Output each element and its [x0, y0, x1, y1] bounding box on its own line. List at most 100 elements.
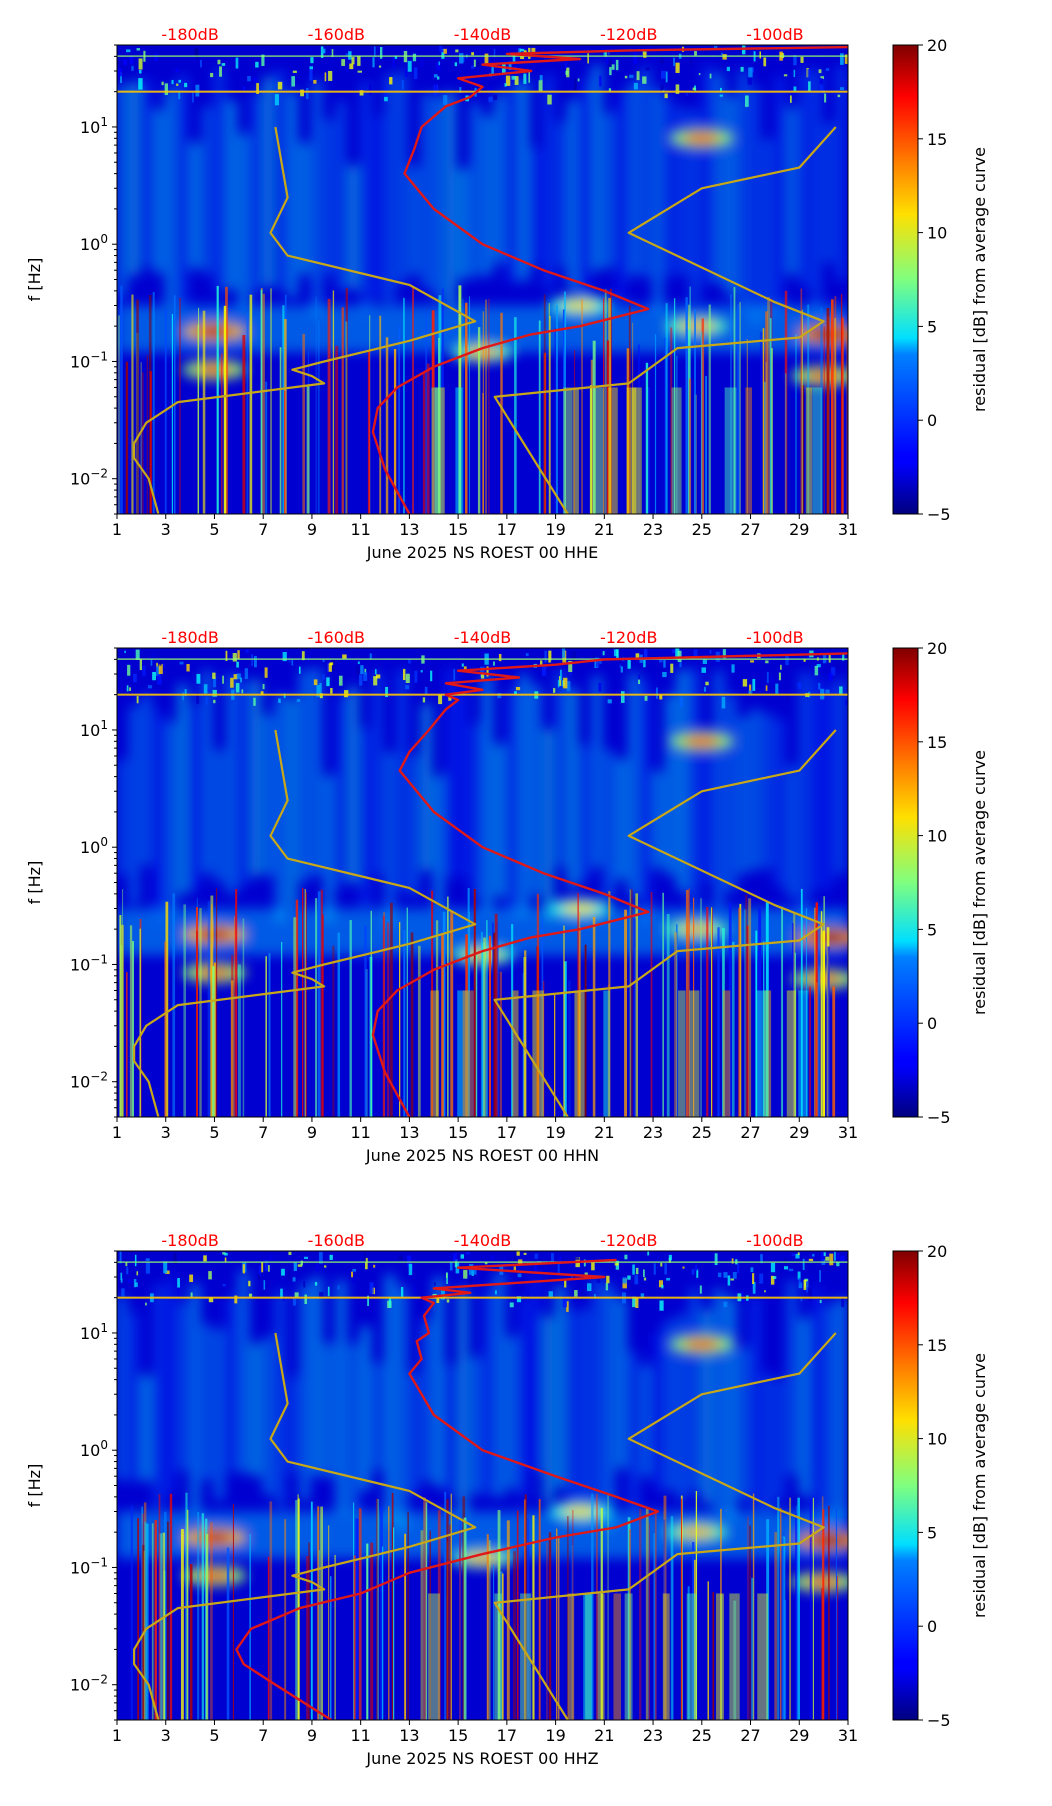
spectrogram-speckle — [369, 653, 372, 660]
y-tick-label: 101 — [80, 115, 108, 137]
spectrogram-burst — [763, 990, 772, 1117]
spectrogram-streak — [662, 892, 665, 1117]
x-tick-label: 3 — [161, 1123, 171, 1142]
spectrogram-streak — [180, 1529, 184, 1720]
spectrogram-streak — [267, 1556, 270, 1720]
spectrogram-streak — [687, 329, 690, 514]
colorbar-tick-label: 5 — [927, 1523, 937, 1542]
spectrogram-speckle — [159, 660, 162, 666]
spectrogram-cell — [299, 1283, 310, 1501]
spectrogram-streak — [498, 1548, 501, 1720]
spectrogram-burst — [494, 1593, 502, 1720]
spectrogram-speckle — [765, 660, 769, 664]
spectrogram-streak — [812, 1497, 814, 1720]
spectrogram-streak — [785, 373, 787, 514]
spectrogram-streak — [473, 888, 476, 1117]
x-tick-label: 19 — [545, 520, 565, 539]
spectrogram-speckle — [400, 1287, 404, 1297]
x-tick-label: 3 — [161, 520, 171, 539]
spectrogram-speckle — [548, 1291, 553, 1297]
spectrogram-speckle — [722, 54, 727, 60]
db-label: -160dB — [308, 25, 365, 44]
spectrogram-speckle — [513, 1266, 517, 1272]
spectrogram-streak — [526, 1517, 530, 1720]
spectrogram-streak — [769, 318, 772, 514]
spectrogram-cell — [190, 704, 200, 891]
spectrogram-cell — [226, 674, 237, 894]
spectrogram-streak — [633, 918, 636, 1117]
spectrogram-speckle — [515, 686, 521, 691]
spectrogram-cell — [360, 82, 371, 312]
spectrogram-streak — [548, 1532, 552, 1720]
spectrogram-speckle — [788, 1268, 794, 1272]
hot-spot — [561, 902, 598, 915]
spectrogram-streak — [629, 1529, 631, 1720]
spectrogram-speckle — [476, 60, 480, 67]
spectrogram-speckle — [491, 1255, 494, 1260]
spectrogram-streak — [627, 1517, 631, 1720]
spectrogram-streak — [670, 1516, 674, 1720]
spectrogram-speckle — [818, 69, 822, 74]
db-label: -140dB — [454, 25, 511, 44]
spectrogram-speckle — [300, 89, 304, 97]
spectrogram-cell — [823, 685, 834, 890]
spectrogram-streak — [846, 334, 848, 514]
colorbar-tick-label: 10 — [927, 827, 947, 846]
colorbar-tick-label: 0 — [927, 1014, 937, 1033]
colorbar-tick-label: 0 — [927, 1617, 937, 1636]
x-axis-title: June 2025 NS ROEST 00 HHN — [365, 1146, 599, 1165]
spectrogram-speckle — [200, 59, 202, 68]
high-noise-model-curve — [133, 1332, 477, 1720]
spectrogram-streak — [584, 944, 587, 1117]
spectrogram-streak — [486, 920, 488, 1117]
db-label: -100dB — [746, 628, 803, 647]
spectrogram-streak — [137, 1518, 139, 1720]
spectrogram-streak — [353, 1555, 356, 1720]
spectrogram-speckle — [653, 1263, 656, 1275]
spectrogram-speckle — [385, 686, 389, 698]
spectrogram-speckle — [455, 49, 459, 53]
spectrogram-speckle — [310, 57, 314, 64]
x-tick-label: 7 — [258, 1726, 268, 1745]
spectrogram-speckle — [599, 659, 602, 665]
spectrogram-burst — [756, 990, 768, 1117]
spectrogram-speckle — [357, 70, 363, 73]
spectrogram-cell — [738, 717, 749, 875]
spectrogram-streak — [733, 1600, 737, 1720]
spectrogram-speckle — [422, 697, 426, 703]
spectrogram-speckle — [459, 86, 462, 93]
spectrogram-streak — [279, 347, 282, 514]
x-tick-label: 15 — [448, 1123, 468, 1142]
spectrogram-speckle — [606, 1275, 610, 1284]
spectrogram-speckle — [793, 69, 796, 78]
spectrogram-speckle — [261, 1261, 264, 1273]
spectrogram-streak — [431, 310, 435, 514]
spectrogram-speckle — [158, 663, 163, 675]
spectrogram-speckle — [747, 75, 752, 85]
spectrogram-streak — [720, 1508, 722, 1720]
spectrogram-speckle — [438, 61, 440, 66]
x-tick-label: 5 — [209, 520, 219, 539]
spectrogram-cell — [190, 1283, 200, 1517]
y-axis-title: f [Hz] — [25, 861, 44, 905]
spectrogram-speckle — [247, 76, 251, 82]
spectrogram-streak — [730, 294, 732, 514]
spectrogram-cell — [287, 697, 298, 908]
spectrogram-streak — [164, 941, 167, 1117]
spectrogram-cell — [397, 669, 407, 891]
spectrogram-streak — [197, 307, 200, 514]
colorbar-tick-label: 20 — [927, 36, 947, 55]
spectrogram-speckle — [363, 672, 368, 682]
y-tick-base: 10 — [80, 721, 100, 740]
spectrogram-streak — [358, 1508, 362, 1720]
spectrogram-cell — [494, 94, 505, 263]
spectrogram-cell — [665, 99, 675, 276]
spectrogram-streak — [230, 980, 234, 1117]
spectrogram-cell — [458, 692, 468, 878]
spectrogram-streak — [130, 1505, 133, 1720]
spectrogram-speckle — [292, 70, 297, 73]
spectrogram-speckle — [225, 650, 228, 662]
spectrogram-speckle — [714, 45, 718, 50]
spectrogram-streak — [233, 916, 235, 1117]
